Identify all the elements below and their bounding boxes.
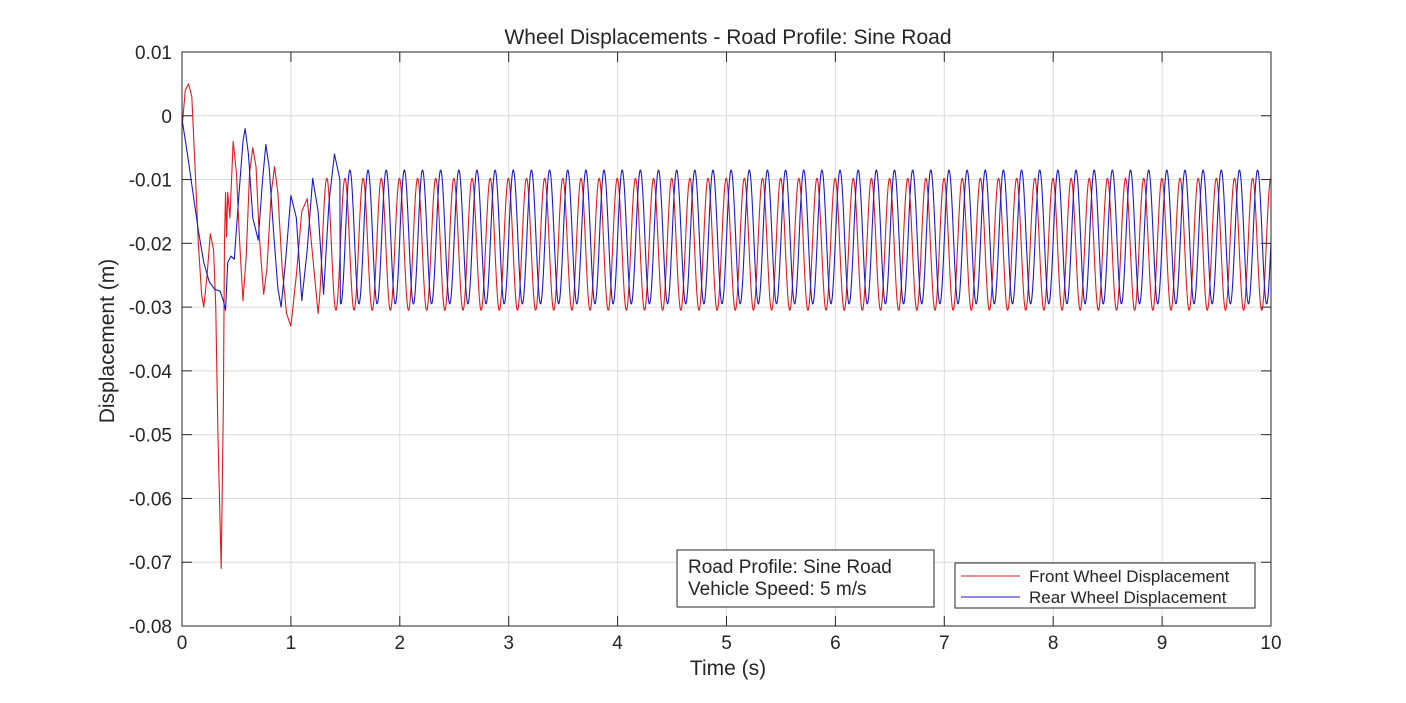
y-tick-label: 0.01 — [135, 43, 172, 64]
data-series-group — [181, 83, 1272, 570]
y-tick-label: -0.03 — [129, 298, 172, 319]
x-axis-label: Time (s) — [690, 657, 766, 680]
legend-frame — [954, 562, 1256, 609]
y-tick-labels: 0.01 0 -0.01 -0.02 -0.03 -0.04 -0.05 -0.06 -0.07… — [129, 43, 173, 638]
x-tick-label: 5 — [721, 633, 732, 654]
y-tick-label: -0.04 — [129, 362, 173, 383]
x-tick-label: 6 — [830, 633, 841, 654]
y-tick-label: -0.01 — [129, 171, 172, 192]
y-tick-label: -0.05 — [129, 426, 172, 447]
rear-wheel-displacement-line — [181, 118, 1272, 311]
x-tick-label: 4 — [612, 633, 623, 654]
y-tick-label: -0.07 — [129, 553, 172, 574]
y-tick-label: -0.08 — [129, 617, 172, 638]
axis-ticks — [181, 51, 1272, 627]
legend-label-front: Front Wheel Displacement — [1029, 567, 1230, 586]
x-tick-label: 3 — [503, 633, 514, 654]
y-tick-label: -0.06 — [129, 489, 172, 510]
x-tick-label: 2 — [395, 633, 406, 654]
legend-label-rear: Rear Wheel Displacement — [1029, 588, 1227, 607]
y-axis-label: Displacement (m) — [96, 259, 119, 424]
front-wheel-displacement-line — [181, 83, 1272, 570]
annotation-vehicle-speed: Vehicle Speed: 5 m/s — [688, 579, 867, 600]
y-tick-label: -0.02 — [129, 234, 172, 255]
x-tick-label: 0 — [177, 633, 188, 654]
x-tick-label: 10 — [1260, 633, 1281, 654]
y-tick-label: 0 — [161, 107, 172, 128]
x-tick-label: 7 — [939, 633, 950, 654]
annotation-road-profile: Road Profile: Sine Road — [688, 557, 892, 578]
annotation-frame — [676, 549, 935, 608]
chart-title: Wheel Displacements - Road Profile: Sine… — [504, 26, 951, 49]
legend[interactable]: Front Wheel Displacement Rear Wheel Disp… — [954, 562, 1256, 609]
x-tick-label: 8 — [1048, 633, 1059, 654]
annotation-box: Road Profile: Sine Road Vehicle Speed: 5… — [676, 549, 935, 608]
x-tick-label: 9 — [1157, 633, 1168, 654]
x-tick-label: 1 — [286, 633, 297, 654]
x-tick-labels: 0 1 2 3 4 5 6 7 8 9 10 — [177, 633, 1282, 654]
